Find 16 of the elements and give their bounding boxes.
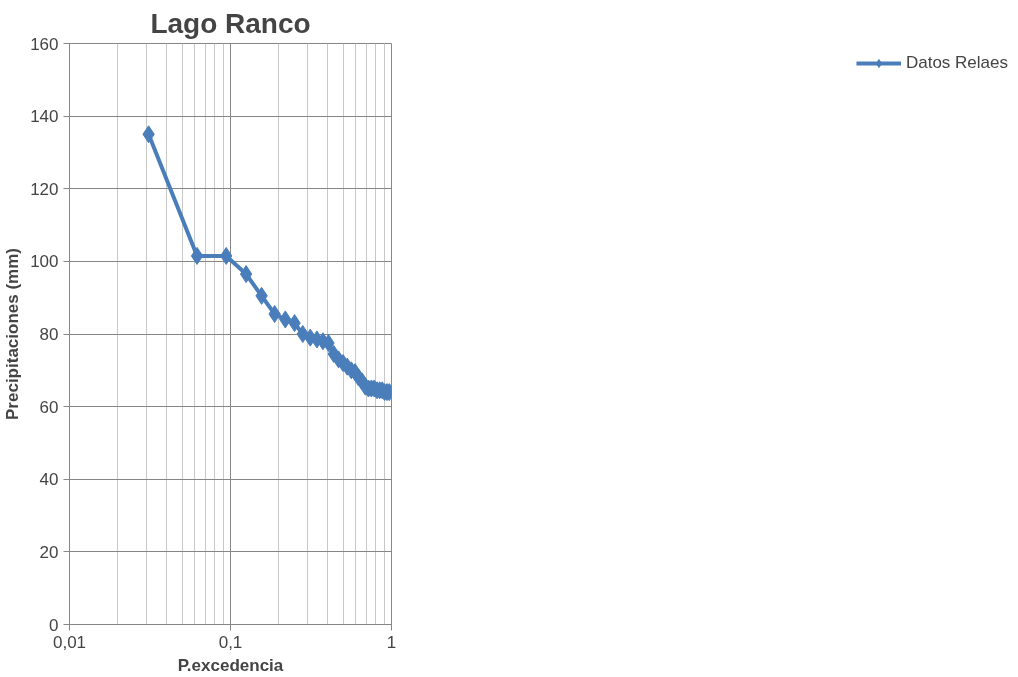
- x-tick-label: 0,01: [52, 632, 87, 652]
- legend-label: Datos Relaes: [905, 53, 1008, 73]
- y-tick-label: 160: [30, 34, 59, 54]
- chart-title: Lago Ranco: [150, 7, 311, 39]
- y-tick-label: 40: [39, 470, 59, 490]
- y-tick-label: 20: [39, 542, 59, 562]
- y-axis-title: Precipitaciones (mm): [3, 248, 23, 420]
- x-axis-title: P.excedencia: [177, 655, 284, 675]
- y-tick-label: 0: [49, 615, 59, 635]
- x-tick-label: 1: [386, 632, 397, 652]
- y-tick-label: 80: [39, 325, 59, 344]
- x-tick-label: 0,1: [218, 632, 243, 652]
- y-tick-label: 140: [30, 107, 59, 127]
- y-tick-label: 60: [39, 397, 59, 417]
- y-tick-label: 120: [30, 179, 59, 199]
- y-tick-label: 100: [30, 252, 59, 272]
